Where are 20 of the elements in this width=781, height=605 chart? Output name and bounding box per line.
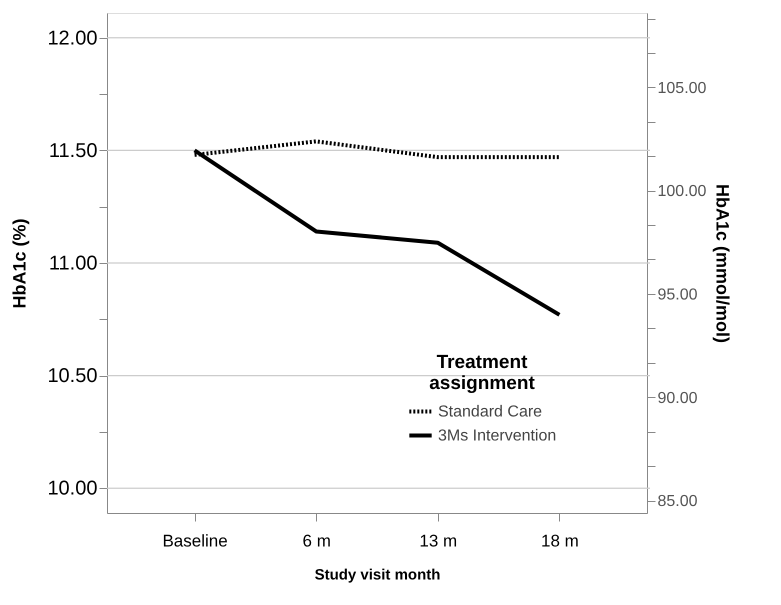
y-tick-label: 10.00 <box>47 478 98 500</box>
y-axis-title: HbA1c (%) <box>9 218 30 309</box>
y2-tick-label: 105.00 <box>658 80 707 97</box>
legend-label: Standard Care <box>438 404 542 420</box>
x-tick-label: 6 m <box>302 532 331 550</box>
y-tick-label: 11.50 <box>48 140 98 162</box>
y2-tick-label: 100.00 <box>658 183 707 200</box>
x-tick-label: 18 m <box>541 532 579 550</box>
x-axis-title: Study visit month <box>314 566 440 584</box>
y2-tick-label: 95.00 <box>658 286 698 304</box>
legend-label: 3Ms Intervention <box>438 428 556 444</box>
y2-axis-title: HbA1c (mmol/mol) <box>712 184 732 344</box>
y-tick-label: 11.00 <box>48 252 98 274</box>
y2-tick-label: 85.00 <box>658 493 698 510</box>
y2-tick-label: 90.00 <box>658 390 698 407</box>
x-tick-label: 13 m <box>419 532 458 550</box>
y-tick-label: 12.00 <box>47 27 98 50</box>
legend-title: Treatment assignment <box>429 352 536 394</box>
y-tick-label: 10.50 <box>47 365 98 388</box>
x-tick-label: Baseline <box>162 532 228 550</box>
